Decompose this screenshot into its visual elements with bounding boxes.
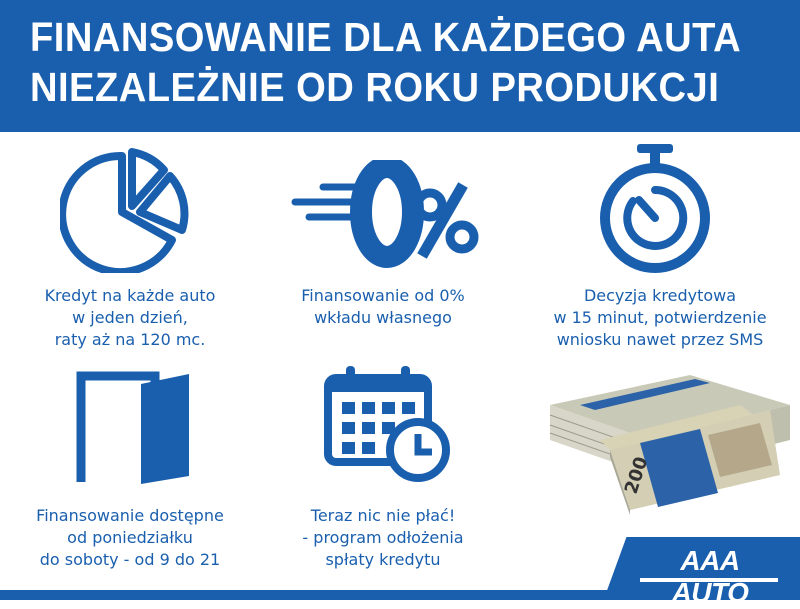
pie-chart-icon — [60, 148, 189, 273]
footer-bar — [0, 590, 800, 600]
caption-line: Teraz nic nie płać! — [310, 506, 456, 525]
calendar-clock-icon — [324, 366, 450, 482]
caption-line: od poniedziałku — [67, 528, 193, 547]
banknote-stack-image: 200 — [549, 375, 790, 515]
caption-line: w jeden dzień, — [72, 308, 188, 327]
stopwatch-icon — [600, 144, 710, 273]
caption-line: wkładu własnego — [314, 308, 452, 327]
caption-line: do soboty - od 9 do 21 — [39, 550, 221, 569]
caption-line: spłaty kredytu — [325, 550, 441, 569]
caption-line: Finansowanie od 0% — [301, 286, 465, 305]
aaa-auto-logo: AAA AUTO — [671, 545, 749, 608]
feature-caption-hours: Finansowanie dostępne od poniedziałku do… — [0, 505, 270, 571]
caption-line: - program odłożenia — [302, 528, 464, 547]
feature-caption-deferral: Teraz nic nie płać! - program odłożenia … — [243, 505, 523, 571]
caption-line: wniosku nawet przez SMS — [556, 330, 764, 349]
open-door-icon — [76, 371, 189, 484]
header-banner: FINANSOWANIE DLA KAŻDEGO AUTA NIEZALEŻNI… — [0, 0, 800, 132]
caption-line: Kredyt na każde auto — [44, 286, 216, 305]
feature-caption-decision: Decyzja kredytowa w 15 minut, potwierdze… — [520, 285, 800, 351]
feature-caption-credit: Kredyt na każde auto w jeden dzień, raty… — [0, 285, 270, 351]
caption-line: Decyzja kredytowa — [583, 286, 737, 305]
caption-line: Finansowanie dostępne — [36, 506, 224, 525]
caption-line: raty aż na 120 mc. — [54, 330, 206, 349]
zero-percent-icon — [291, 160, 479, 268]
headline-line-2: NIEZALEŻNIE OD ROKU PRODUKCJI — [30, 64, 720, 110]
caption-line: w 15 minut, potwierdzenie — [553, 308, 767, 327]
headline-line-1: FINANSOWANIE DLA KAŻDEGO AUTA — [30, 14, 742, 60]
logo-underline — [640, 578, 778, 582]
feature-caption-down-payment: Finansowanie od 0% wkładu własnego — [243, 285, 523, 329]
